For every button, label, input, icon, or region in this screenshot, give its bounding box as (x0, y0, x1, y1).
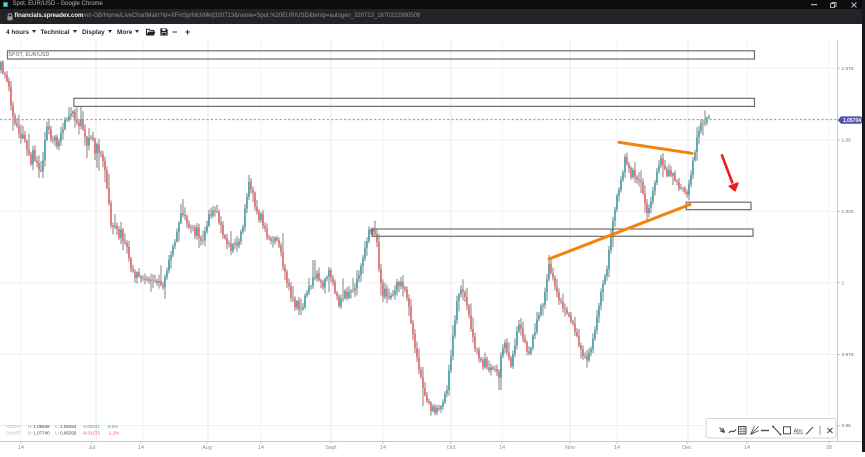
svg-text:Abc: Abc (794, 429, 804, 435)
svg-text:Sept: Sept (325, 445, 337, 451)
svg-text:14: 14 (258, 445, 264, 451)
svg-text:1.05704: 1.05704 (843, 118, 861, 124)
svg-text:Dec: Dec (682, 445, 692, 451)
svg-text:1.025: 1.025 (842, 209, 854, 215)
svg-text:Jul: Jul (88, 445, 95, 451)
svg-text:SPOT, EUR/USD: SPOT, EUR/USD (9, 52, 50, 58)
svg-text:14: 14 (138, 445, 144, 451)
svg-text:0.95: 0.95 (842, 423, 852, 429)
svg-text:Oct: Oct (447, 445, 456, 451)
svg-text:14: 14 (744, 445, 750, 451)
svg-text:1.05: 1.05 (842, 138, 852, 144)
svg-text:28: 28 (826, 445, 832, 451)
svg-text:14: 14 (499, 445, 505, 451)
svg-text:TODAY:CHART:: TODAY: CHART: (6, 424, 22, 435)
svg-text:Nov: Nov (565, 445, 575, 451)
svg-text:Aug: Aug (202, 445, 212, 451)
svg-text:14: 14 (380, 445, 386, 451)
svg-text:0.975: 0.975 (842, 352, 854, 358)
svg-text:H:H: L:L:: H: H: L: L: (28, 424, 59, 435)
svg-text:1: 1 (842, 280, 845, 286)
svg-text:14: 14 (18, 445, 24, 451)
svg-text:-0.01272-1.2%: -0.01272 -1.2% (82, 430, 119, 435)
svg-text:14: 14 (614, 445, 620, 451)
svg-text:1.075: 1.075 (842, 66, 854, 72)
